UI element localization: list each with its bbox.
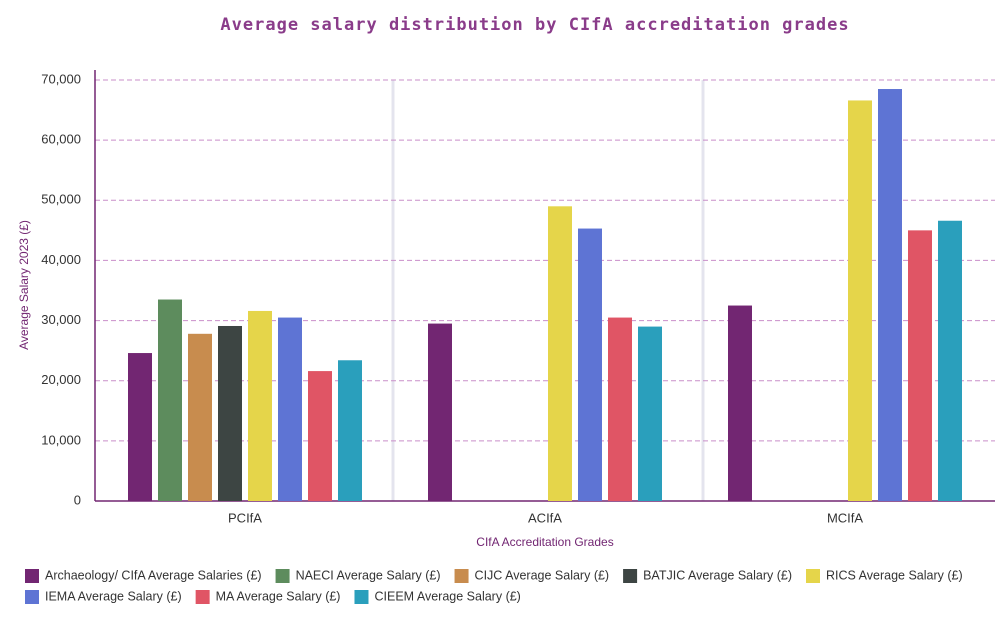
bar xyxy=(188,333,212,501)
bar xyxy=(908,230,932,501)
x-tick-label: ACIfA xyxy=(528,510,562,525)
legend-label: BATJIC Average Salary (£) xyxy=(643,568,792,582)
bar xyxy=(848,100,872,501)
bar xyxy=(548,206,572,502)
legend-label: NAECI Average Salary (£) xyxy=(296,568,441,582)
legend-label: MA Average Salary (£) xyxy=(216,589,341,603)
x-tick-label: MCIfA xyxy=(827,510,863,525)
legend-swatch xyxy=(195,590,210,604)
x-tick-label: PCIfA xyxy=(228,510,262,525)
bar xyxy=(878,89,902,502)
y-tick-label: 50,000 xyxy=(41,192,81,207)
legend-swatch xyxy=(454,569,469,583)
y-tick-label: 70,000 xyxy=(41,71,81,86)
y-tick-label: 20,000 xyxy=(41,372,81,387)
y-tick-label: 0 xyxy=(74,492,81,507)
legend-swatch xyxy=(275,569,290,583)
y-tick-label: 60,000 xyxy=(41,132,81,147)
bar xyxy=(308,371,332,501)
bar xyxy=(578,228,602,501)
legend-label: IEMA Average Salary (£) xyxy=(45,589,182,603)
legend-swatch xyxy=(25,590,39,604)
bar xyxy=(938,220,962,501)
bar xyxy=(608,317,632,501)
x-axis-label: CIfA Accreditation Grades xyxy=(476,535,613,549)
bar xyxy=(338,360,362,501)
legend-label: RICS Average Salary (£) xyxy=(826,568,963,582)
bar xyxy=(428,323,452,501)
y-axis-label: Average Salary 2023 (£) xyxy=(17,220,31,350)
chart-title: Average salary distribution by CIfA accr… xyxy=(220,15,849,35)
bar xyxy=(218,325,242,501)
legend-swatch xyxy=(806,569,820,583)
bar xyxy=(248,310,272,501)
bar xyxy=(158,299,182,501)
y-tick-label: 30,000 xyxy=(41,312,81,327)
legend-swatch xyxy=(25,569,39,583)
bar xyxy=(638,326,662,501)
y-tick-label: 10,000 xyxy=(41,432,81,447)
legend-swatch xyxy=(623,569,638,583)
legend-label: Archaeology/ CIfA Average Salaries (£) xyxy=(45,568,262,582)
legend-label: CIEEM Average Salary (£) xyxy=(374,589,520,603)
bar xyxy=(128,353,152,501)
bar xyxy=(278,317,302,501)
legend-swatch xyxy=(354,590,369,604)
bar xyxy=(728,305,752,501)
legend-label: CIJC Average Salary (£) xyxy=(475,568,610,582)
y-tick-label: 40,000 xyxy=(41,252,81,267)
